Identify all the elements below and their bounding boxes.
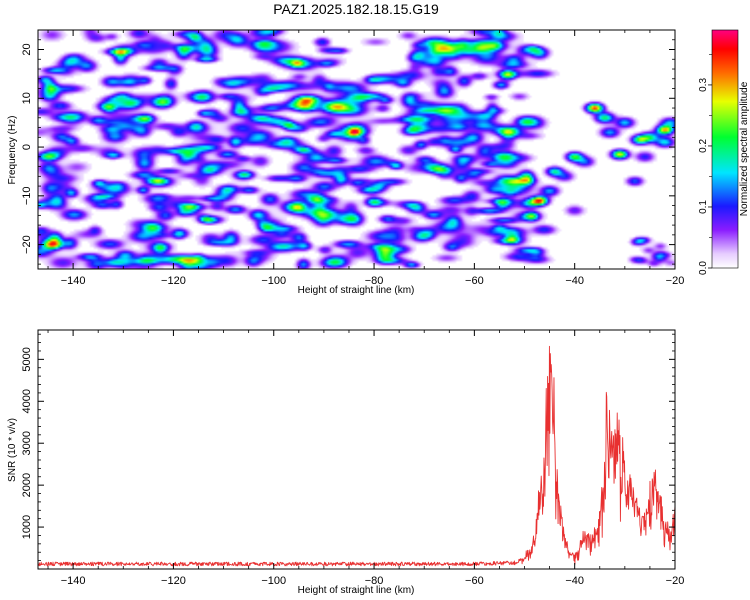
y-tick-label: −20 xyxy=(21,235,33,254)
y-tick-label: 5000 xyxy=(21,347,33,371)
colorbar-tick-label: 0.1 xyxy=(698,200,709,214)
x-tick-label: −80 xyxy=(365,575,384,587)
colorbar-tick-label: 0.2 xyxy=(698,139,709,153)
x-tick-label: −100 xyxy=(261,575,286,587)
snr-panel: −140 −120 −100 −80 −60 −40 −20 1000 2000 3000 4000… xyxy=(7,329,684,596)
chart-title: PAZ1.2025.182.18.15.G19 xyxy=(273,1,439,17)
y-tick-label: 0 xyxy=(21,144,33,150)
spectrogram-xlabel: Height of straight line (km) xyxy=(298,285,415,296)
colorbar-label: Normalized spectral amplitude xyxy=(739,81,750,216)
colorbar-ticks: 0.0 0.1 0.2 0.3 xyxy=(698,54,712,275)
spectrogram-frame xyxy=(37,29,676,270)
y-tick-label: 20 xyxy=(21,43,33,55)
x-tick-label: −120 xyxy=(161,575,186,587)
x-tick-label: −80 xyxy=(365,275,384,287)
x-tick-label: −140 xyxy=(61,575,86,587)
y-tick-label: 2000 xyxy=(21,473,33,497)
spectrogram-image xyxy=(38,30,675,269)
y-tick-label: 3000 xyxy=(21,431,33,455)
x-tick-label: −140 xyxy=(61,275,86,287)
snr-frame xyxy=(37,329,676,570)
x-tick-label: −40 xyxy=(565,575,584,587)
colorbar-tick-label: 0.0 xyxy=(698,261,709,275)
y-tick-label: 10 xyxy=(21,92,33,104)
colorbar: 0.0 0.1 0.2 0.3 Normalized spectral amplitu… xyxy=(698,29,750,275)
snr-ticks: −140 −120 −100 −80 −60 −40 −20 1000 2000 3000 4000… xyxy=(21,330,684,587)
x-tick-label: −60 xyxy=(465,275,484,287)
snr-xlabel: Height of straight line (km) xyxy=(298,585,415,596)
x-tick-label: −20 xyxy=(666,275,685,287)
colorbar-gradient xyxy=(711,29,739,269)
x-tick-label: −40 xyxy=(565,275,584,287)
y-tick-label: 1000 xyxy=(21,515,33,539)
x-tick-label: −120 xyxy=(161,275,186,287)
y-tick-label: 4000 xyxy=(21,389,33,413)
x-tick-label: −60 xyxy=(465,575,484,587)
spectrogram-ylabel: Frequency (Hz) xyxy=(7,116,18,185)
snr-ylabel: SNR (10 * v/v) xyxy=(7,418,18,482)
snr-series-line xyxy=(38,345,675,567)
x-tick-label: −20 xyxy=(666,575,685,587)
x-tick-label: −100 xyxy=(261,275,286,287)
y-tick-label: −10 xyxy=(21,187,33,206)
colorbar-tick-label: 0.3 xyxy=(698,78,709,92)
